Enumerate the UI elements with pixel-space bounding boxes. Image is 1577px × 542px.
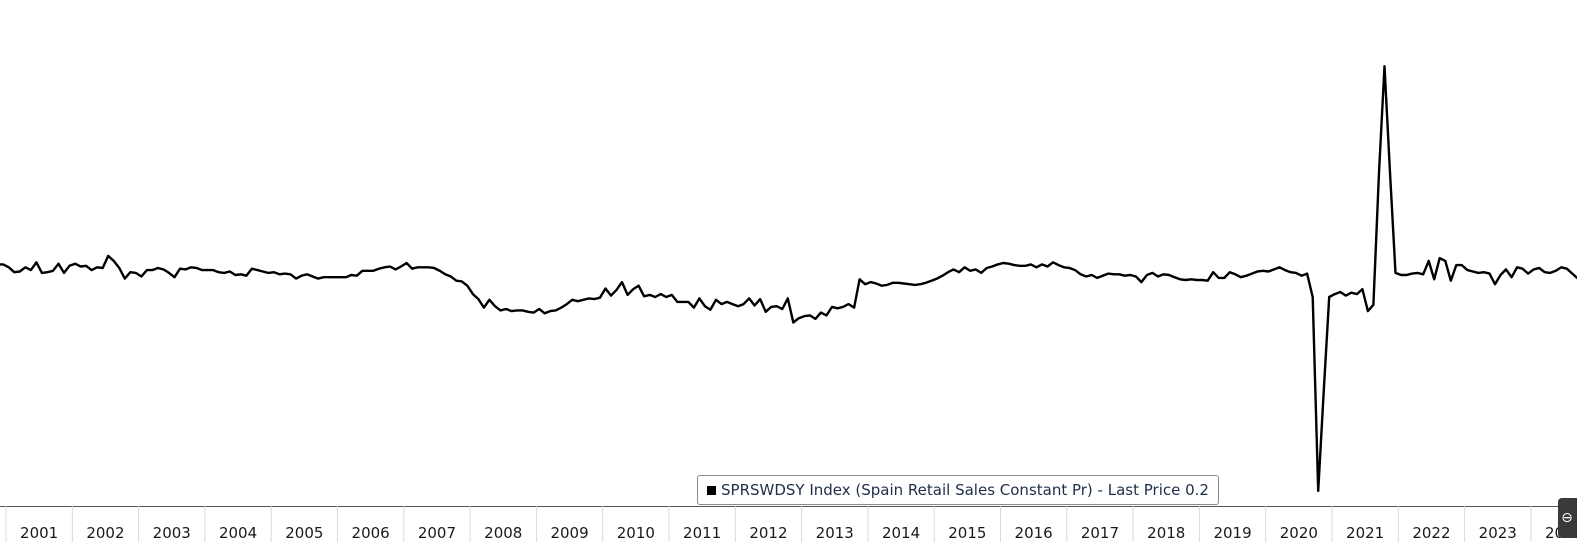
x-tick-label: 2005 [285,524,323,542]
x-tick-label: 2019 [1213,524,1251,542]
zoom-out-icon[interactable]: ⊖ [1558,498,1577,538]
x-tick-label: 2002 [86,524,124,542]
x-tick-label: 2021 [1346,524,1384,542]
x-tick-label: 2011 [683,524,721,542]
x-tick-label: 2013 [816,524,854,542]
x-tick-label: 2003 [153,524,191,542]
legend-label: SPRSWDSY Index (Spain Retail Sales Const… [721,481,1209,499]
x-tick-label: 2006 [352,524,390,542]
x-tick-label: 2004 [219,524,257,542]
x-tick-label: 2008 [484,524,522,542]
x-tick-label: 2022 [1412,524,1450,542]
legend: SPRSWDSY Index (Spain Retail Sales Const… [697,475,1219,505]
x-tick-label: 2018 [1147,524,1185,542]
x-tick-label: 2012 [749,524,787,542]
x-tick-label: 2009 [550,524,588,542]
x-tick-label: 2014 [882,524,920,542]
series-layer [0,64,1577,493]
x-tick-label: 2023 [1479,524,1517,542]
x-tick-label: 2015 [948,524,986,542]
x-axis: 2001 2002 2003 2004 2005 2006 2007 2008 2009 2010… [0,506,1577,542]
series-line [0,64,1577,493]
x-tick-label: 2016 [1015,524,1053,542]
x-tick-label: 2017 [1081,524,1119,542]
x-tick-label: 2001 [20,524,58,542]
x-tick-label: 2020 [1280,524,1318,542]
x-tick-label: 2010 [617,524,655,542]
legend-swatch [707,485,716,495]
x-tick-label: 2007 [418,524,456,542]
